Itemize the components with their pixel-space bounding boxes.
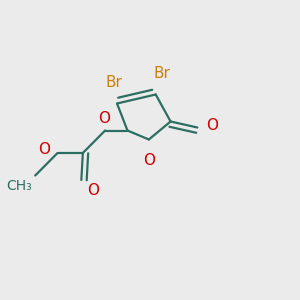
Text: O: O — [38, 142, 50, 158]
Text: O: O — [87, 183, 99, 198]
Text: Br: Br — [106, 75, 122, 90]
Text: O: O — [143, 153, 155, 168]
Text: CH₃: CH₃ — [7, 178, 32, 193]
Text: O: O — [206, 118, 218, 134]
Text: O: O — [98, 111, 110, 126]
Text: Br: Br — [153, 66, 170, 81]
